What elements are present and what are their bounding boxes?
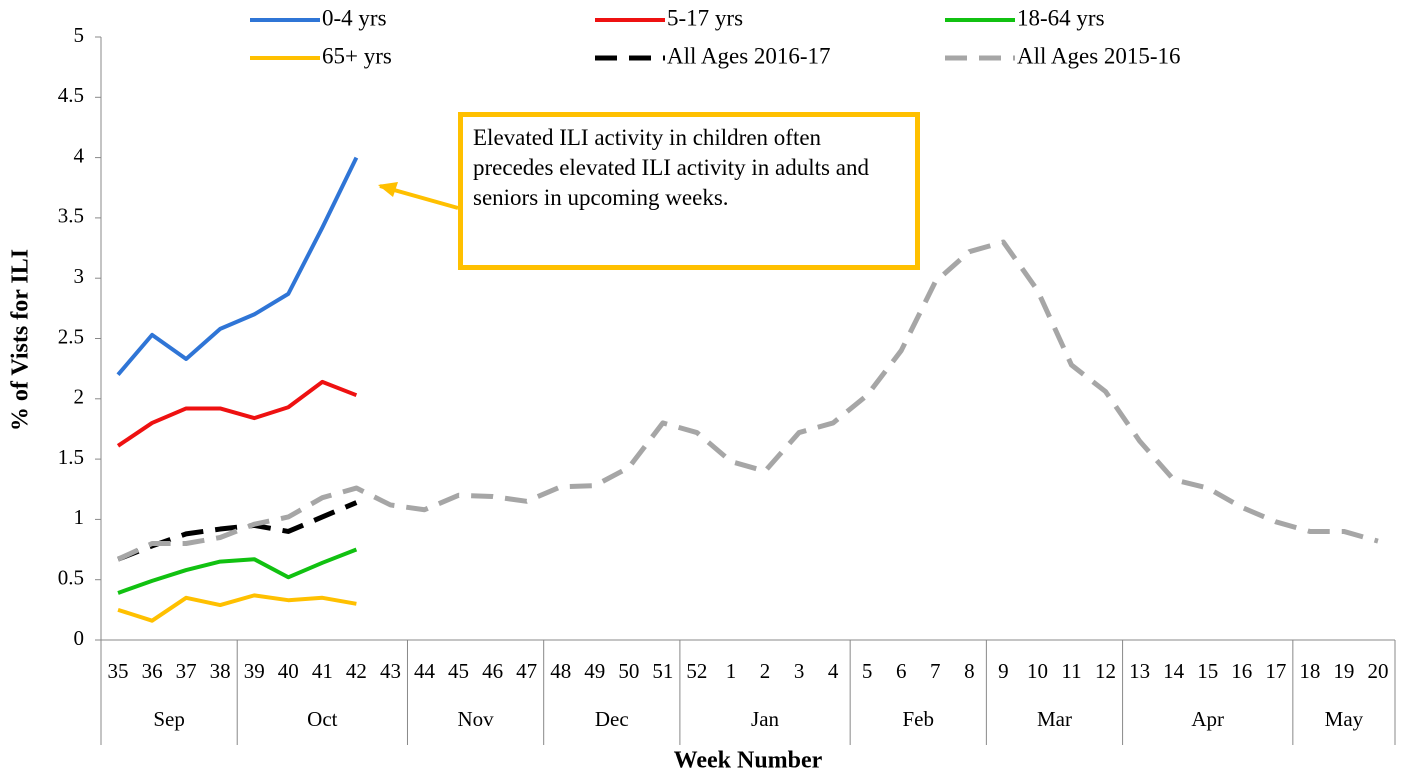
y-tick-label: 3.5	[58, 204, 84, 228]
y-tick-label: 3	[74, 264, 85, 288]
x-tick-label: 1	[726, 659, 737, 683]
x-tick-label: 6	[896, 659, 907, 683]
series-line	[117, 593, 357, 623]
x-tick-label: 20	[1367, 659, 1388, 683]
month-label: May	[1325, 707, 1364, 731]
x-tick-label: 52	[686, 659, 707, 683]
month-label: Nov	[457, 707, 494, 731]
y-tick-label: 4	[74, 143, 85, 167]
y-tick-label: 5	[74, 23, 85, 47]
x-tick-label: 17	[1265, 659, 1286, 683]
series-line	[117, 500, 358, 562]
x-tick-label: 16	[1231, 659, 1252, 683]
x-tick-label: 36	[142, 659, 163, 683]
x-tick-label: 51	[652, 659, 673, 683]
arrow-head	[378, 182, 398, 197]
x-tick-label: 47	[516, 659, 537, 683]
x-tick-label: 46	[482, 659, 503, 683]
x-tick-label: 8	[964, 659, 975, 683]
x-tick-label: 12	[1095, 659, 1116, 683]
month-label: Jan	[751, 707, 779, 731]
y-tick-label: 1.5	[58, 445, 84, 469]
x-tick-label: 39	[244, 659, 265, 683]
x-tick-label: 40	[278, 659, 299, 683]
x-tick-label: 14	[1163, 659, 1185, 683]
month-label: Feb	[903, 707, 935, 731]
month-label: Apr	[1191, 707, 1224, 731]
x-tick-label: 19	[1333, 659, 1354, 683]
y-tick-label: 1	[74, 505, 85, 529]
x-axis-title: Week Number	[674, 748, 823, 774]
y-axis-title: % of Vists for ILI	[8, 249, 34, 431]
series-line	[117, 547, 358, 595]
x-tick-label: 43	[380, 659, 401, 683]
x-tick-label: 13	[1129, 659, 1150, 683]
y-tick-label: 2	[74, 385, 85, 409]
x-tick-label: 38	[210, 659, 231, 683]
x-tick-label: 9	[998, 659, 1009, 683]
y-tick-label: 0.5	[58, 566, 84, 590]
legend-label: 65+ yrs	[322, 43, 392, 68]
x-tick-label: 2	[760, 659, 771, 683]
series-line	[116, 156, 359, 376]
x-tick-label: 35	[108, 659, 129, 683]
series-line	[116, 379, 358, 448]
annotation: Elevated ILI activity in children often …	[458, 112, 920, 270]
x-tick-label: 10	[1027, 659, 1048, 683]
x-tick-label: 42	[346, 659, 367, 683]
x-tick-label: 15	[1197, 659, 1218, 683]
series-line	[116, 239, 1379, 562]
x-tick-label: 41	[312, 659, 333, 683]
legend-label: 18-64 yrs	[1017, 5, 1105, 30]
y-tick-label: 2.5	[58, 324, 84, 348]
month-label: Sep	[153, 707, 185, 731]
month-label: Oct	[307, 707, 337, 731]
x-tick-label: 18	[1299, 659, 1320, 683]
legend-label: All Ages 2016-17	[667, 43, 831, 68]
x-tick-label: 7	[930, 659, 941, 683]
legend-label: All Ages 2015-16	[1017, 43, 1181, 68]
x-tick-label: 49	[584, 659, 605, 683]
y-tick-label: 4.5	[58, 83, 84, 107]
month-label: Mar	[1037, 707, 1072, 731]
legend-label: 0-4 yrs	[322, 5, 387, 30]
y-tick-label: 0	[74, 626, 85, 650]
x-tick-label: 48	[550, 659, 571, 683]
x-tick-label: 45	[448, 659, 469, 683]
month-label: Dec	[595, 707, 629, 731]
legend-label: 5-17 yrs	[667, 5, 743, 30]
x-tick-label: 4	[828, 659, 839, 683]
x-tick-label: 37	[176, 659, 197, 683]
x-tick-label: 5	[862, 659, 873, 683]
x-tick-label: 44	[414, 659, 436, 683]
x-tick-label: 11	[1061, 659, 1081, 683]
x-tick-label: 50	[618, 659, 639, 683]
x-tick-label: 3	[794, 659, 805, 683]
